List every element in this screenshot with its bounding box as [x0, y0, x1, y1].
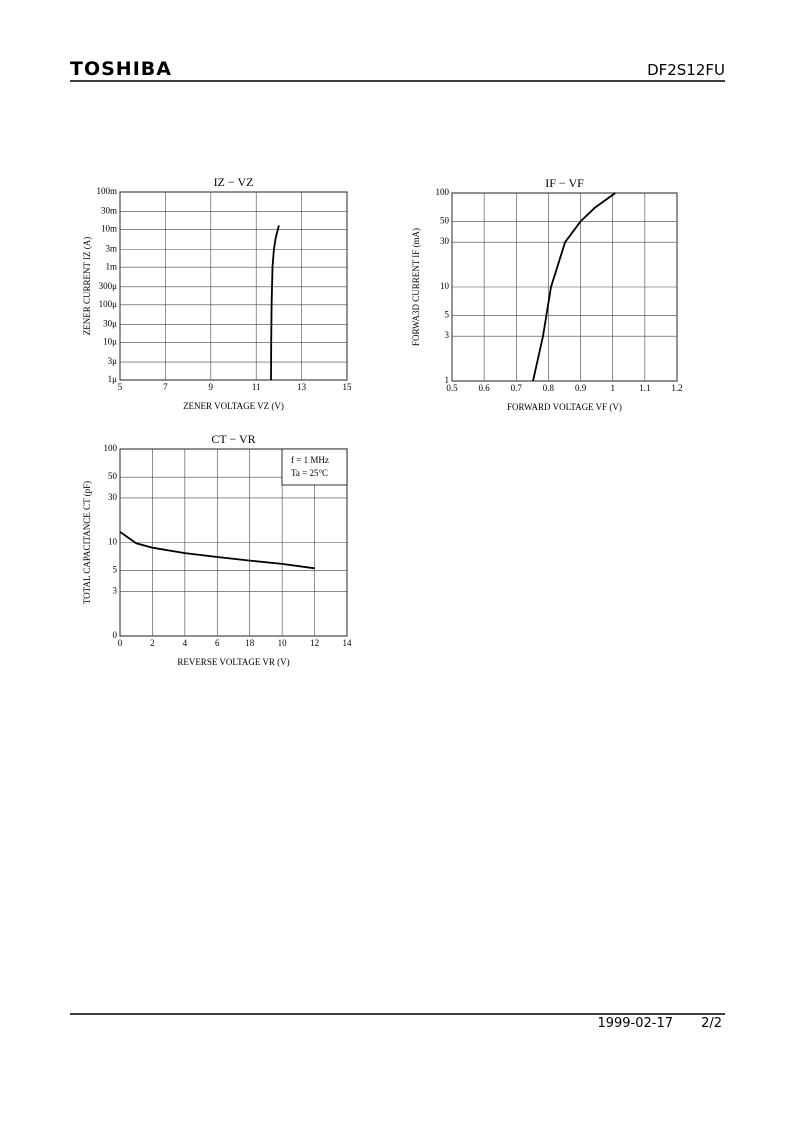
- y-tick-label: 100m: [96, 186, 117, 196]
- x-tick-label: 2: [150, 638, 155, 648]
- x-tick-label: 5: [118, 382, 123, 392]
- part-number: DF2S12FU: [647, 61, 725, 79]
- y-tick-label: 0: [113, 630, 118, 640]
- y-tick-label: 50: [440, 215, 450, 225]
- y-tick-label: 10μ: [103, 336, 117, 346]
- x-tick-label: 13: [297, 382, 307, 392]
- annotation-box: [281, 448, 348, 486]
- x-tick-label: 14: [343, 638, 353, 648]
- y-tick-label: 3: [445, 330, 450, 340]
- y-tick-label: 3: [113, 585, 118, 595]
- curve: [270, 225, 280, 381]
- x-tick-label: 0.8: [543, 383, 555, 393]
- y-axis-label: ZENER CURRENT IZ (A): [82, 237, 92, 336]
- x-tick-label: 1.1: [639, 383, 650, 393]
- y-tick-label: 5: [113, 565, 118, 575]
- chart-title: IZ − VZ: [214, 175, 254, 189]
- curve: [532, 192, 616, 382]
- y-tick-label: 3μ: [108, 356, 118, 366]
- x-tick-label: 7: [163, 382, 168, 392]
- brand: TOSHIBA: [70, 58, 172, 80]
- y-tick-label: 3m: [105, 243, 117, 253]
- date: 1999-02-17: [597, 1016, 673, 1031]
- y-tick-label: 1μ: [108, 374, 118, 384]
- y-tick-label: 10m: [101, 224, 117, 234]
- plot-frame: [119, 191, 348, 381]
- x-tick-label: 1.2: [671, 383, 682, 393]
- y-tick-label: 10: [108, 537, 118, 547]
- annotation: f = 1 MHz: [291, 455, 329, 465]
- x-tick-label: 0.6: [479, 383, 491, 393]
- y-tick-label: 30: [440, 236, 450, 246]
- x-tick-label: 6: [215, 638, 220, 648]
- y-tick-label: 1: [445, 375, 450, 385]
- x-tick-label: 10: [278, 638, 288, 648]
- y-tick-label: 30μ: [103, 319, 117, 329]
- x-tick-label: 15: [343, 382, 353, 392]
- x-tick-label: 0.7: [511, 383, 523, 393]
- charts: 5 7 9 11 13 15100m30m10m3m1m300μ100μ30μ10μ3μ1…: [82, 175, 683, 667]
- x-tick-label: 12: [310, 638, 319, 648]
- x-tick-label: 0.5: [446, 383, 458, 393]
- y-tick-label: 300μ: [99, 281, 118, 291]
- annotation: Ta = 25°C: [291, 468, 328, 478]
- chart-title: CT − VR: [211, 432, 255, 446]
- x-tick-label: 1: [610, 383, 615, 393]
- x-tick-label: 0.9: [575, 383, 587, 393]
- y-axis-label: FORWA3D CURRENT IF (mA): [411, 228, 421, 346]
- y-tick-label: 100μ: [99, 299, 118, 309]
- x-tick-label: 18: [245, 638, 255, 648]
- y-tick-label: 10: [440, 281, 450, 291]
- curve: [119, 531, 315, 570]
- y-tick-label: 1m: [105, 261, 117, 271]
- y-tick-label: 5: [445, 309, 450, 319]
- y-tick-label: 30m: [101, 206, 117, 216]
- y-tick-label: 100: [104, 443, 118, 453]
- x-tick-label: 11: [252, 382, 261, 392]
- page-number: 2/2: [701, 1016, 722, 1031]
- x-axis-label: ZENER VOLTAGE VZ (V): [183, 401, 284, 411]
- x-axis-label: REVERSE VOLTAGE VR (V): [177, 657, 289, 667]
- x-tick-label: 4: [183, 638, 188, 648]
- y-tick-label: 100: [436, 187, 450, 197]
- y-tick-label: 50: [108, 471, 118, 481]
- y-axis-label: TOTAL CAPACITANCE CT (pF): [82, 481, 92, 604]
- x-tick-label: 0: [118, 638, 123, 648]
- x-axis-label: FORWARD VOLTAGE VF (V): [507, 402, 622, 412]
- chart-title: IF − VF: [545, 176, 584, 190]
- x-tick-label: 9: [209, 382, 214, 392]
- y-tick-label: 30: [108, 492, 118, 502]
